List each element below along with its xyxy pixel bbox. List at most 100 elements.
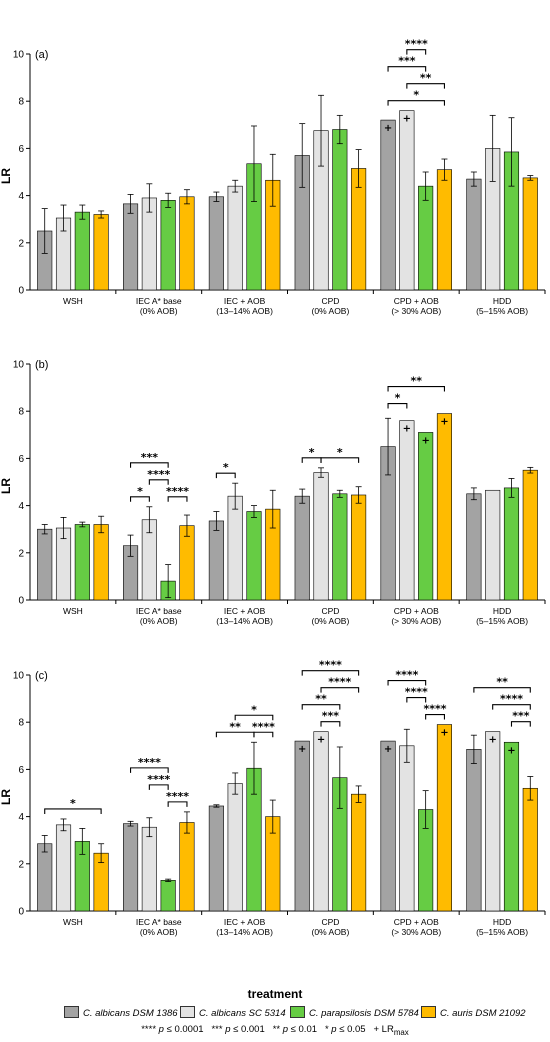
bar [227, 495, 243, 601]
bar [123, 823, 139, 912]
y-tick-label: 4 [18, 191, 24, 202]
significance-label: *** [322, 710, 340, 723]
y-tick-label: 8 [18, 97, 24, 108]
bar [179, 196, 195, 291]
lr-max-marker: + [384, 744, 392, 755]
bar [294, 495, 310, 601]
significance-label: ** [420, 72, 432, 85]
bar [160, 200, 176, 291]
bar [466, 749, 482, 912]
panel-label: (b) [35, 359, 48, 371]
legend-swatch [290, 1006, 305, 1018]
lr-max-marker: + [317, 735, 325, 746]
y-tick-label: 2 [18, 238, 24, 249]
bar [123, 203, 139, 291]
legend-item-c-albicans-sc-5314: C. albicans SC 5314 [180, 1006, 286, 1019]
bar [351, 494, 367, 601]
significance-bracket [387, 403, 408, 409]
bar [227, 185, 243, 291]
significance-bracket [130, 462, 169, 468]
significance-label: ** [315, 693, 327, 706]
bar [399, 110, 415, 291]
lr-max-marker: + [403, 424, 411, 435]
bar [208, 520, 224, 601]
significance-bracket [148, 479, 169, 485]
significance-bracket [148, 784, 169, 790]
sig-3-stars: *** [211, 1024, 226, 1035]
x-category-label: (13–14% AOB) [216, 306, 273, 316]
significance-label: *** [512, 710, 530, 723]
significance-label: *** [141, 451, 159, 464]
significance-bracket [406, 83, 445, 89]
bar [418, 432, 434, 601]
bar [74, 211, 90, 291]
significance-bracket [215, 472, 236, 479]
sig-2-p: p [282, 1024, 289, 1035]
panel-label: (c) [35, 670, 48, 682]
lr-max-marker: + [298, 744, 306, 755]
sig-4-stars: **** [141, 1024, 159, 1035]
bar [313, 731, 329, 912]
sig-4-p: p [158, 1024, 164, 1035]
significance-label: ** [229, 720, 241, 733]
significance-bracket [387, 66, 427, 72]
bar [179, 525, 195, 601]
legend-label: C. albicans SC 5314 [199, 1008, 286, 1019]
significance-label: **** [328, 676, 351, 689]
x-category-label: (0% AOB) [140, 306, 178, 316]
bar [380, 119, 396, 291]
significance-bracket [130, 496, 150, 502]
bar [436, 413, 453, 601]
x-category-label: IEC A* base [136, 917, 182, 927]
legend-item-c-parapsilosis-dsm-5784: C. parapsilosis DSM 5784 [290, 1006, 419, 1019]
legend-label: C. albicans DSM 1386 [83, 1008, 178, 1019]
x-category-label: CPD [321, 606, 339, 616]
y-axis-label: LR [0, 478, 13, 494]
bar [227, 783, 243, 912]
y-tick-label: 10 [13, 50, 25, 61]
significance-label: **** [319, 659, 342, 672]
y-tick-label: 0 [18, 907, 24, 918]
bar [208, 805, 224, 912]
sig-2-value: ≤ 0.01 [288, 1024, 318, 1035]
significance-label: **** [252, 720, 275, 733]
y-tick-label: 8 [18, 407, 24, 418]
significance-bracket [130, 767, 169, 773]
legend-label: C. auris DSM 21092 [440, 1008, 526, 1019]
significance-bracket [473, 687, 531, 693]
significance-label: * [137, 485, 143, 498]
significance-label: * [413, 89, 419, 102]
significance-label: *** [398, 55, 416, 68]
significance-bracket [167, 496, 188, 502]
bar [418, 185, 434, 291]
bar [466, 178, 482, 291]
x-category-label: CPD [321, 296, 339, 306]
x-category-label: IEC + AOB [224, 917, 266, 927]
bar [503, 487, 520, 601]
y-tick-label: 10 [13, 360, 25, 371]
y-tick-label: 6 [18, 454, 24, 465]
bar [74, 524, 90, 601]
bar [522, 787, 538, 912]
significance-label: * [223, 461, 229, 474]
x-category-label: (13–14% AOB) [216, 927, 273, 937]
x-category-label: (> 30% AOB) [391, 616, 441, 626]
lr-max-marker: + [507, 745, 515, 756]
y-tick-label: 4 [18, 501, 24, 512]
significance-bracket [406, 697, 427, 703]
significance-bracket [510, 721, 531, 727]
y-tick-label: 4 [18, 812, 24, 823]
significance-bracket [301, 670, 360, 676]
lr-max-legend: + LR [373, 1024, 394, 1035]
x-category-label: WSH [63, 296, 83, 306]
bar [37, 843, 53, 912]
x-category-label: (5–15% AOB) [476, 306, 528, 316]
bar [332, 493, 348, 601]
sig-1-stars: * [324, 1024, 332, 1035]
sig-2-stars: ** [272, 1024, 283, 1035]
x-category-label: (5–15% AOB) [476, 616, 528, 626]
significance-label: * [70, 797, 76, 810]
x-category-label: HDD [493, 296, 511, 306]
